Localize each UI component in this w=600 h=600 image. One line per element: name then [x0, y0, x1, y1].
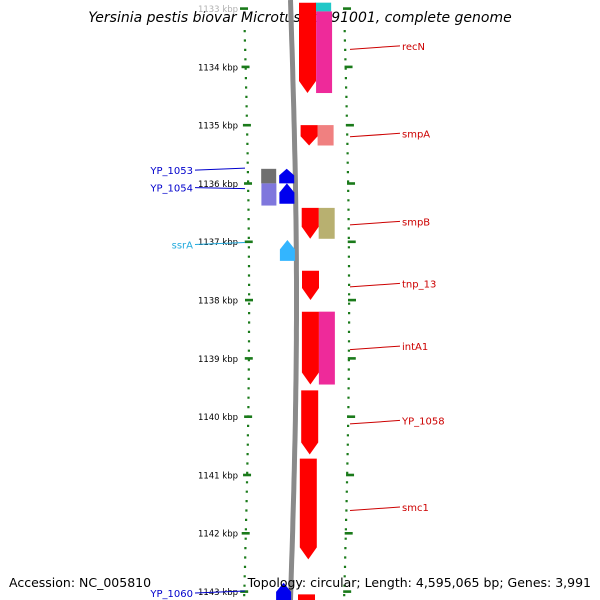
gene-arrow-YP_1058 — [301, 390, 319, 455]
axis-tick-left — [243, 473, 252, 477]
gene-arrow-smpA — [300, 125, 318, 146]
gene-arrow-YP_1060 — [276, 582, 292, 600]
gene-label-smpA: smpA — [402, 129, 430, 140]
leader-line-YP_1058 — [349, 419, 401, 425]
leader-line-tnp_13 — [349, 282, 401, 288]
gene-arrow-smc1 — [299, 458, 317, 560]
axis-tick-left — [242, 123, 251, 127]
leader-line-ssrA — [194, 241, 246, 245]
axis-tick-right — [344, 65, 353, 69]
ruler-dots-left — [243, 30, 251, 597]
axis-tick-label: 1143 kbp — [198, 588, 238, 598]
axis-tick-label: 1140 kbp — [198, 413, 238, 423]
leader-line-recN — [349, 45, 401, 50]
backbone-line — [288, 0, 299, 600]
gene-label-YP_1058: YP_1058 — [401, 416, 445, 427]
axis-tick-right — [343, 7, 352, 10]
leader-line-smpB — [349, 220, 401, 226]
axis-tick-right — [347, 415, 356, 418]
axis-tick-left — [240, 7, 249, 10]
gene-arrow-recN — [299, 2, 316, 94]
axis-tick-label: 1135 kbp — [198, 122, 238, 132]
gene-label-intA1: intA1 — [402, 342, 428, 353]
axis-tick-label: 1133 kbp — [198, 5, 238, 15]
ruler-dots-right — [343, 30, 351, 597]
feature-block — [316, 11, 333, 94]
axis-tick-right — [344, 532, 353, 535]
axis-tick-right — [347, 357, 356, 360]
axis-tick-left — [240, 590, 249, 593]
axis-tick-right — [345, 123, 354, 127]
gene-label-ssrA: ssrA — [172, 240, 194, 251]
feature-block — [315, 2, 332, 12]
gene-label-YP_1054: YP_1054 — [149, 184, 193, 195]
feature-block — [261, 183, 277, 206]
leader-line-smc1 — [349, 506, 401, 512]
axis-tick-left — [244, 298, 253, 302]
leader-line-YP_1053 — [194, 167, 246, 171]
axis-tick-right — [347, 298, 356, 302]
feature-block — [261, 168, 277, 184]
gene-arrow-intA1 — [301, 311, 319, 385]
leader-line-YP_1060 — [194, 590, 246, 594]
axis-tick-right — [347, 240, 356, 244]
axis-tick-label: 1141 kbp — [198, 471, 238, 481]
axis-tick-left — [244, 415, 253, 418]
gene-label-smc1: smc1 — [402, 503, 429, 514]
gene-label-YP_1053: YP_1053 — [149, 166, 193, 177]
topology-summary: Topology: circular; Length: 4,595,065 bp… — [247, 575, 591, 590]
axis-tick-left — [244, 240, 253, 244]
axis-tick-left — [241, 532, 250, 535]
gene-label-recN: recN — [402, 42, 425, 53]
axis-tick-left — [244, 182, 253, 185]
feature-block — [318, 311, 335, 385]
gene-arrow-ssrA — [279, 240, 295, 261]
axis-tick-left — [241, 65, 250, 69]
gene-label-YP_1060: YP_1060 — [149, 589, 193, 600]
axis-tick-right — [343, 590, 352, 593]
gene-arrow-YP_1054 — [279, 183, 295, 204]
axis-tick-label: 1139 kbp — [198, 355, 238, 365]
gene-arrow-smpB — [301, 207, 319, 239]
feature-block — [318, 207, 335, 239]
feature-block — [317, 125, 334, 146]
leader-line-smpA — [349, 132, 401, 138]
leader-line-YP_1054 — [194, 187, 246, 190]
leader-line-intA1 — [349, 345, 401, 351]
axis-tick-left — [244, 357, 253, 360]
accession-text: Accession: NC_005810 — [9, 575, 152, 590]
axis-tick-label: 1136 kbp — [198, 180, 238, 190]
gene-label-smpB: smpB — [402, 217, 430, 228]
axis-tick-label: 1138 kbp — [198, 297, 238, 307]
gene-arrow-next-forward-gene — [298, 594, 315, 600]
gene-arrow-tnp_13 — [302, 270, 319, 300]
axis-tick-label: 1142 kbp — [198, 530, 238, 540]
axis-tick-right — [347, 182, 356, 185]
gene-arrow-YP_1053 — [279, 168, 295, 184]
axis-tick-label: 1134 kbp — [198, 63, 238, 73]
gene-label-tnp_13: tnp_13 — [402, 279, 436, 290]
axis-tick-right — [346, 473, 355, 477]
